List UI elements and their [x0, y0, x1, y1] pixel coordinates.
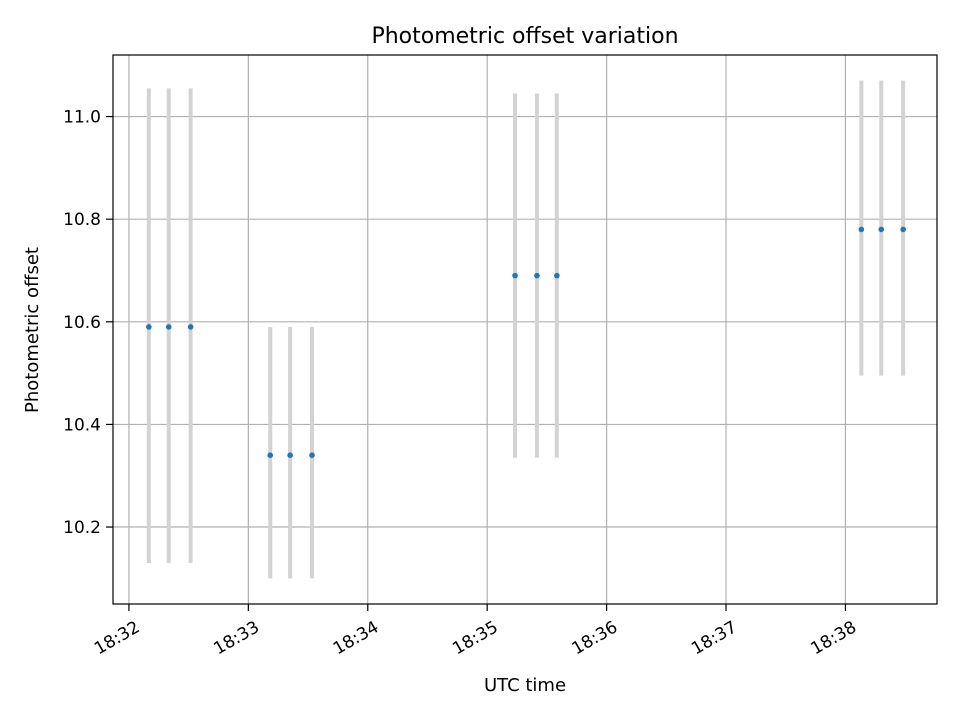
data-point — [900, 226, 906, 233]
chart-title: Photometric offset variation — [371, 24, 678, 49]
grid — [113, 55, 937, 604]
data-point — [878, 226, 885, 233]
data-points — [146, 226, 906, 459]
y-tick-label: 11.0 — [63, 108, 101, 128]
data-point — [512, 272, 518, 279]
y-tick-label: 10.6 — [63, 313, 101, 333]
data-point — [554, 272, 560, 279]
data-point — [534, 272, 540, 279]
data-point — [309, 452, 315, 459]
data-point — [858, 226, 865, 233]
y-axis-label: Photometric offset — [22, 247, 43, 413]
x-axis-label: UTC time — [484, 675, 566, 696]
y-tick-label: 10.8 — [63, 210, 101, 230]
data-point — [267, 452, 274, 459]
data-point — [287, 452, 293, 459]
data-point — [165, 324, 172, 330]
data-point — [146, 324, 152, 330]
y-tick-label: 10.4 — [63, 415, 101, 435]
plot-frame — [112, 54, 938, 605]
data-point — [187, 324, 194, 330]
y-tick-label: 10.2 — [63, 518, 101, 538]
y-axis-ticks: 10.2 10.4 10.6 10.8 11.0 — [63, 108, 113, 538]
